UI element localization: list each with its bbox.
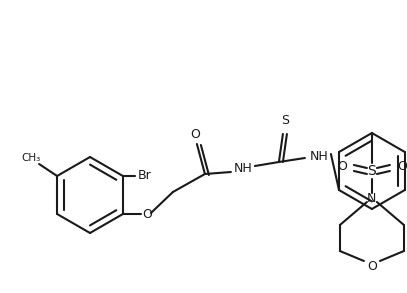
Text: O: O [337, 161, 347, 173]
Text: N: N [367, 193, 376, 205]
Text: O: O [190, 129, 200, 142]
Text: S: S [368, 164, 376, 178]
Text: S: S [281, 115, 289, 127]
Text: NH: NH [234, 161, 252, 175]
Text: O: O [142, 207, 152, 221]
Text: CH₃: CH₃ [22, 153, 41, 163]
Text: Br: Br [138, 169, 152, 183]
Text: O: O [397, 161, 407, 173]
Text: NH: NH [310, 149, 328, 163]
Text: O: O [367, 260, 377, 273]
